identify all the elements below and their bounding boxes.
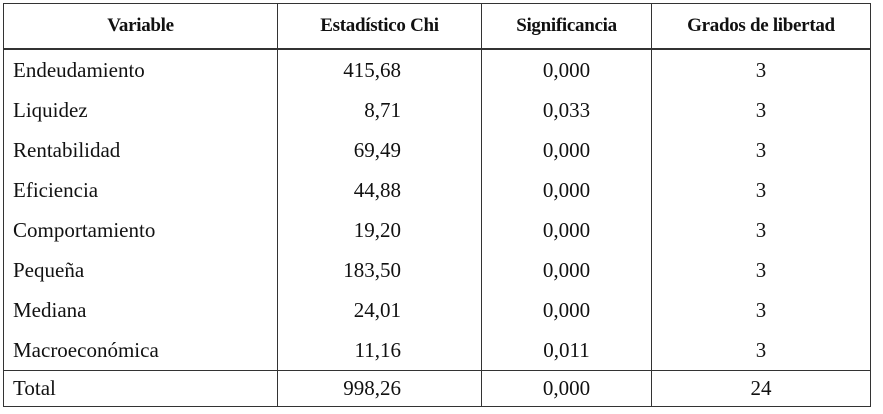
table-row: Liquidez 8,71 0,033 3	[3, 90, 871, 130]
table-row: Macroeconómica 11,16 0,011 3	[3, 330, 871, 371]
table-cell: 0,000	[481, 250, 652, 290]
table-cell: Comportamiento	[3, 210, 278, 250]
header-cell: Significancia	[481, 3, 652, 50]
total-row: Total 998,26 0,000 24	[3, 370, 871, 407]
table-cell: Pequeña	[3, 250, 278, 290]
table-cell: 69,49	[277, 130, 482, 170]
header-cell: Variable	[3, 3, 278, 50]
header-cell: Grados de libertad	[651, 3, 871, 50]
total-cell: 998,26	[277, 370, 482, 407]
table-row: Rentabilidad 69,49 0,000 3	[3, 130, 871, 170]
table-cell: 3	[651, 49, 871, 90]
table-cell: 3	[651, 170, 871, 210]
table-cell: 24,01	[277, 290, 482, 330]
table-cell: 0,000	[481, 210, 652, 250]
table-cell: 183,50	[277, 250, 482, 290]
table-cell: Endeudamiento	[3, 49, 278, 90]
table-cell: Liquidez	[3, 90, 278, 130]
table-cell: Eficiencia	[3, 170, 278, 210]
table-cell: 3	[651, 210, 871, 250]
table-cell: 11,16	[277, 330, 482, 371]
table-row: Mediana 24,01 0,000 3	[3, 290, 871, 330]
table-cell: 3	[651, 130, 871, 170]
total-cell: 0,000	[481, 370, 652, 407]
header-row: Variable Estadístico Chi Significancia Grad…	[3, 3, 871, 50]
table-cell: 0,000	[481, 290, 652, 330]
table-row: Endeudamiento 415,68 0,000 3	[3, 49, 871, 90]
table-cell: 19,20	[277, 210, 482, 250]
table-row: Eficiencia 44,88 0,000 3	[3, 170, 871, 210]
table-cell: Rentabilidad	[3, 130, 278, 170]
total-cell: 24	[651, 370, 871, 407]
table-cell: 3	[651, 250, 871, 290]
table-cell: 0,011	[481, 330, 652, 371]
table-cell: 0,000	[481, 49, 652, 90]
chi-table: Variable Estadístico Chi Significancia Grad…	[3, 3, 871, 407]
table-body: Endeudamiento 415,68 0,000 3 Liquidez 8,71 0,0…	[3, 49, 871, 407]
table-cell: 0,000	[481, 170, 652, 210]
table-cell: 3	[651, 290, 871, 330]
table-cell: 0,000	[481, 130, 652, 170]
table-cell: 415,68	[277, 49, 482, 90]
total-cell: Total	[3, 370, 278, 407]
table-cell: 44,88	[277, 170, 482, 210]
table-cell: 3	[651, 330, 871, 371]
table-cell: 3	[651, 90, 871, 130]
table-row: Pequeña 183,50 0,000 3	[3, 250, 871, 290]
table-cell: Macroeconómica	[3, 330, 278, 371]
table-cell: 0,033	[481, 90, 652, 130]
table-cell: Mediana	[3, 290, 278, 330]
table-row: Comportamiento 19,20 0,000 3	[3, 210, 871, 250]
header-cell: Estadístico Chi	[277, 3, 482, 50]
table-cell: 8,71	[277, 90, 482, 130]
